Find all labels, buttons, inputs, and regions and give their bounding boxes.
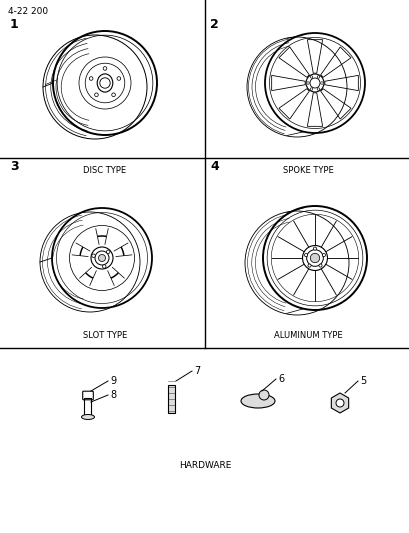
Text: SLOT TYPE: SLOT TYPE [83,331,127,340]
Circle shape [102,265,106,268]
Circle shape [103,67,107,70]
Circle shape [317,88,319,90]
Text: HARDWARE: HARDWARE [178,461,231,470]
Circle shape [307,264,310,267]
Bar [168,385,175,413]
Circle shape [304,254,307,257]
Circle shape [89,77,93,80]
Text: SPOKE TYPE: SPOKE TYPE [282,166,333,175]
Text: 4-22 200: 4-22 200 [8,7,48,16]
Circle shape [306,82,308,84]
Text: 7: 7 [193,366,200,376]
Text: 8: 8 [110,390,116,400]
Circle shape [92,254,95,257]
Ellipse shape [240,394,274,408]
Circle shape [106,250,110,254]
Text: DISC TYPE: DISC TYPE [83,166,126,175]
Text: 4: 4 [209,160,218,173]
Circle shape [310,76,312,78]
Text: 9: 9 [110,376,116,386]
Circle shape [321,254,325,257]
Circle shape [335,399,343,407]
Polygon shape [330,393,348,413]
Circle shape [310,253,319,263]
Text: 1: 1 [10,18,19,31]
Ellipse shape [81,415,94,419]
Circle shape [317,76,319,78]
Circle shape [310,88,312,90]
Circle shape [112,93,115,96]
Text: 3: 3 [10,160,18,173]
Circle shape [258,390,268,400]
Circle shape [94,93,98,96]
Circle shape [318,264,321,267]
Text: 5: 5 [359,376,365,386]
Circle shape [117,77,120,80]
Text: ALUMINUM TYPE: ALUMINUM TYPE [273,331,342,340]
Circle shape [312,247,316,250]
Circle shape [98,254,105,262]
Text: 6: 6 [277,374,283,384]
Circle shape [320,82,322,84]
Bar [84,398,91,417]
Text: 2: 2 [209,18,218,31]
